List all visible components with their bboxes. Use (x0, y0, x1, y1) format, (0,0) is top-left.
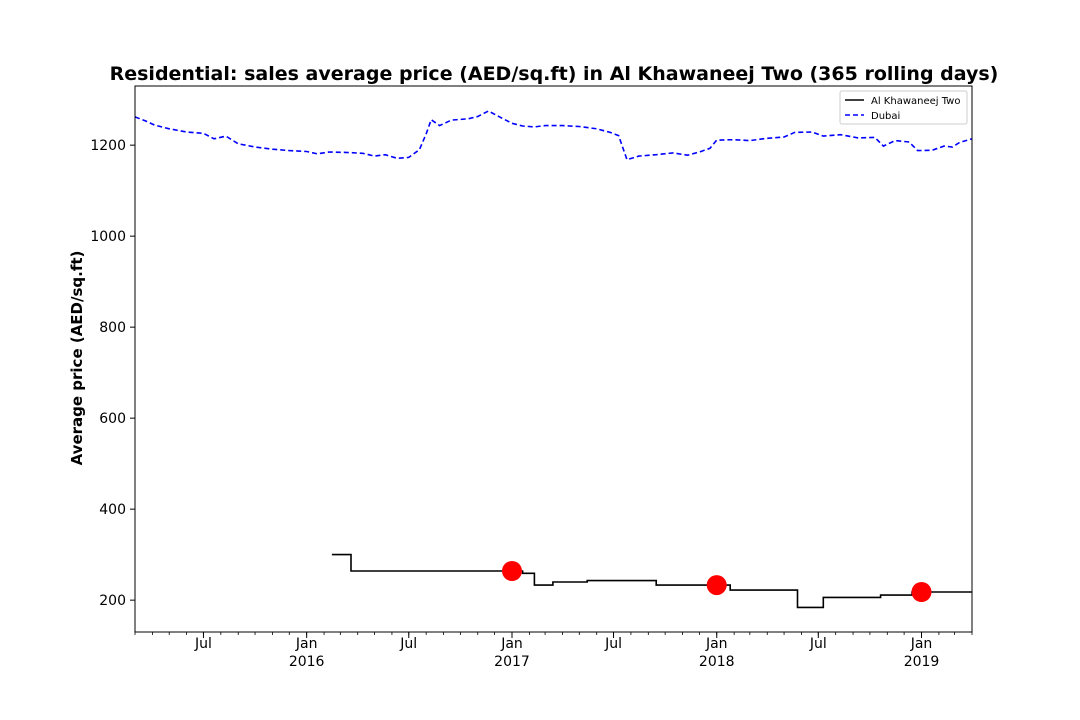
x-tick-label: Jan (910, 636, 933, 652)
x-tick-year-label: 2017 (494, 654, 530, 670)
y-tick-label: 1000 (90, 229, 126, 245)
plot-frame (134, 85, 973, 633)
x-tick-label: Jul (809, 636, 827, 652)
highlight-marker (911, 582, 932, 602)
y-tick-label: 600 (99, 411, 126, 427)
highlight-marker (502, 561, 522, 581)
chart-title: Residential: sales average price (AED/sq… (110, 63, 999, 85)
x-tick-label: Jan (500, 636, 523, 652)
series-line-dubai (134, 110, 973, 161)
y-tick-label: 800 (99, 320, 126, 336)
legend-box (839, 90, 968, 125)
x-tick-label: Jan (295, 636, 318, 652)
axes: 200 400 600 800 1000 1200 Jul Jan 2016 Jul Jan 2017… (90, 138, 973, 670)
y-tick-label: 1200 (90, 138, 126, 154)
x-tick-year-label: 2019 (904, 654, 940, 670)
legend-label-al-khawaneej: Al Khawaneej Two (871, 96, 960, 107)
x-tick-label: Jan (705, 636, 728, 652)
y-tick-label: 200 (99, 593, 126, 609)
x-tick-label: Jul (194, 636, 212, 652)
plot-area (134, 110, 973, 609)
series-line-al-khawaneej-two (331, 553, 972, 609)
highlight-marker (706, 575, 727, 596)
legend-label-dubai: Dubai (871, 111, 900, 122)
x-tick-label: Jul (604, 636, 622, 652)
y-tick-label: 400 (99, 502, 126, 518)
y-axis-label: Average price (AED/sq.ft) (68, 251, 86, 466)
x-tick-year-label: 2016 (289, 654, 325, 670)
legend: Al Khawaneej Two Dubai (839, 90, 968, 125)
x-tick-year-label: 2018 (699, 654, 735, 670)
x-tick-label: Jul (399, 636, 417, 652)
